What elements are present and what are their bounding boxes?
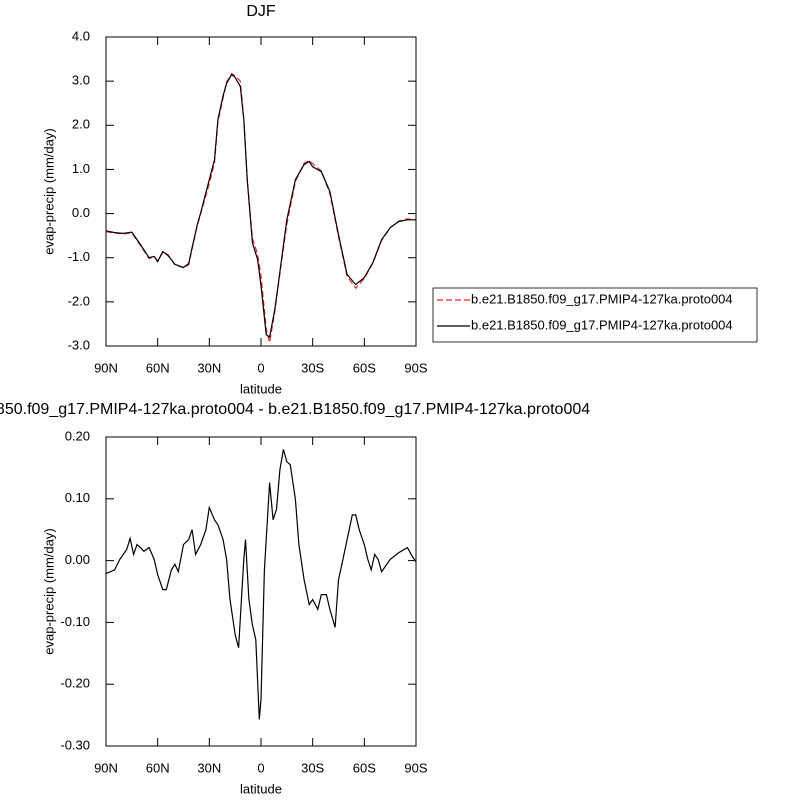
chart-title: b.e21.B1850.f09_g17.PMIP4-127ka.proto004…: [0, 401, 590, 418]
x-tick-label: 0: [257, 360, 264, 375]
y-tick-label: 0.10: [65, 490, 90, 505]
data-line: [105, 72, 417, 343]
x-axis-label: latitude: [240, 381, 282, 396]
legend-box: [432, 287, 758, 343]
x-tick-label: 30N: [197, 760, 221, 775]
y-tick-label: 2.0: [72, 117, 90, 132]
data-line: [105, 449, 417, 720]
y-tick-label: 0.0: [72, 205, 90, 220]
y-tick-label: -2.0: [68, 293, 90, 308]
y-tick-label: 1.0: [72, 161, 90, 176]
y-tick-label: -0.10: [60, 614, 90, 629]
x-tick-label: 60N: [146, 760, 170, 775]
y-tick-label: 0.00: [65, 552, 90, 567]
x-tick-label: 90S: [404, 360, 427, 375]
x-tick-label: 30N: [197, 360, 221, 375]
y-tick-label: -3.0: [68, 337, 90, 352]
y-tick-label: -0.20: [60, 676, 90, 691]
chart-title: DJF: [246, 3, 276, 20]
x-tick-label: 60S: [353, 360, 376, 375]
plot-frame: [105, 436, 417, 747]
y-tick-label: -1.0: [68, 249, 90, 264]
y-tick-label: -0.30: [60, 737, 90, 752]
y-tick-label: 0.20: [65, 428, 90, 443]
y-axis-label: evap-precip (mm/day): [41, 528, 56, 654]
x-tick-label: 90N: [94, 760, 118, 775]
x-tick-label: 0: [257, 760, 264, 775]
x-tick-label: 60N: [146, 360, 170, 375]
legend-label: b.e21.B1850.f09_g17.PMIP4-127ka.proto004: [471, 317, 733, 332]
legend-label: b.e21.B1850.f09_g17.PMIP4-127ka.proto004: [471, 291, 733, 306]
x-tick-label: 60S: [353, 760, 376, 775]
y-tick-label: 4.0: [72, 28, 90, 43]
y-axis-label: evap-precip (mm/day): [41, 128, 56, 254]
data-line: [105, 73, 416, 339]
x-tick-label: 90N: [94, 360, 118, 375]
y-tick-label: 3.0: [72, 73, 90, 88]
x-tick-label: 90S: [404, 760, 427, 775]
x-axis-label: latitude: [240, 781, 282, 796]
x-tick-label: 30S: [301, 760, 324, 775]
x-tick-label: 30S: [301, 360, 324, 375]
plot-frame: [105, 36, 417, 347]
